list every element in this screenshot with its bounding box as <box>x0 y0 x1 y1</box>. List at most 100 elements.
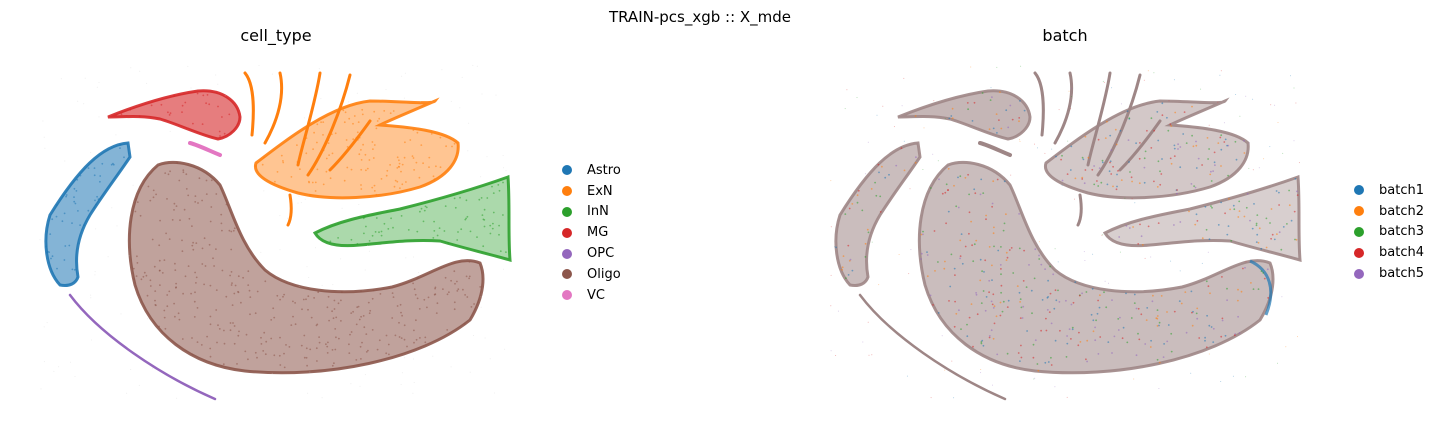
cell-type-point <box>333 308 336 310</box>
batch-point <box>933 100 935 102</box>
batch-point <box>944 191 947 194</box>
batch-cluster-inn <box>1102 174 1302 263</box>
batch-point <box>992 180 995 183</box>
cell-type-point <box>396 167 399 169</box>
batch-point <box>1002 229 1005 232</box>
cell-type-point <box>185 188 188 190</box>
batch-point <box>1278 204 1280 206</box>
batch-point <box>1003 180 1006 183</box>
cell-type-point <box>333 362 335 365</box>
cell-type-point <box>462 288 464 291</box>
batch-point <box>1249 219 1251 222</box>
cell-type-point <box>77 210 79 212</box>
cell-type-point <box>434 287 436 290</box>
cell-type-point <box>309 348 312 351</box>
batch-point <box>937 160 939 162</box>
cell-type-point <box>376 120 379 122</box>
batch-point <box>1157 139 1160 142</box>
batch-point <box>957 176 959 179</box>
batch-point <box>1108 170 1111 173</box>
cell-type-point <box>470 306 473 308</box>
batch-point <box>848 207 851 210</box>
batch-point <box>1140 235 1143 238</box>
cell-type-point <box>346 166 349 169</box>
batch-point <box>1110 149 1113 151</box>
batch-point <box>968 316 971 319</box>
batch-point <box>1049 265 1051 268</box>
legend-dot-mg <box>562 227 572 238</box>
batch-point <box>992 232 995 235</box>
cell-type-point <box>233 227 236 230</box>
cell-type-point <box>389 164 391 166</box>
cell-type-point <box>464 294 466 296</box>
cell-type-point <box>327 341 329 344</box>
cell-type-point <box>502 181 504 184</box>
cell-type-point <box>283 293 285 296</box>
cell-type-point <box>389 112 392 115</box>
cell-type-point <box>142 275 145 278</box>
batch-point <box>926 251 928 254</box>
batch-point <box>1030 289 1033 292</box>
batch-point <box>901 105 903 107</box>
batch-point <box>903 169 906 172</box>
legend-label-inn: InN <box>587 204 609 220</box>
cell-type-point <box>404 72 406 74</box>
cell-type-point <box>70 361 71 363</box>
batch-point <box>1133 378 1135 380</box>
cell-type-point <box>94 274 96 276</box>
batch-point <box>1143 181 1146 184</box>
cell-type-point <box>151 238 154 241</box>
cell-type-point <box>371 186 374 189</box>
batch-point <box>997 249 1000 252</box>
cell-type-point <box>305 137 308 139</box>
cell-type-point <box>327 139 330 142</box>
cell-type-point <box>312 148 314 150</box>
batch-point <box>1200 88 1202 90</box>
cell-type-point <box>294 323 297 326</box>
cell-type-point <box>489 224 492 227</box>
cell-type-point <box>193 300 196 303</box>
cell-type-point <box>215 74 217 76</box>
cell-type-point <box>313 131 315 134</box>
cell-type-point <box>306 266 308 268</box>
batch-point <box>1044 361 1047 364</box>
batch-point <box>1107 341 1110 343</box>
cell-type-point <box>393 185 396 188</box>
batch-point <box>1086 339 1089 342</box>
batch-point <box>1106 183 1109 186</box>
batch-point <box>1265 246 1268 249</box>
cell-type-point <box>139 214 142 217</box>
batch-point <box>990 300 993 303</box>
cell-type-point <box>213 265 216 267</box>
batch-point <box>1036 363 1039 365</box>
cell-type-point <box>306 364 308 367</box>
batch-point <box>1086 360 1088 363</box>
cell-type-point <box>294 302 296 304</box>
batch-point <box>1047 296 1049 298</box>
batch-point <box>1009 104 1012 107</box>
batch-point <box>988 335 991 337</box>
batch-point <box>948 300 950 302</box>
cell-type-point <box>90 152 92 154</box>
cell-type-point <box>232 229 235 232</box>
cell-type-point <box>188 217 191 220</box>
batch-point <box>932 153 934 155</box>
batch-point <box>1207 251 1209 253</box>
cell-type-cluster-mg <box>107 89 242 141</box>
batch-point <box>874 181 876 184</box>
cell-type-point <box>504 348 506 350</box>
cell-type-point <box>254 165 257 167</box>
batch-point <box>900 147 903 149</box>
cell-type-point <box>262 350 265 352</box>
cell-type-point <box>372 148 374 150</box>
batch-point <box>1121 337 1124 340</box>
cell-type-point <box>365 169 367 172</box>
batch-point <box>1032 343 1035 346</box>
cell-type-point <box>444 205 447 208</box>
batch-point <box>1117 329 1120 331</box>
cell-type-point <box>332 317 335 320</box>
batch-exn-streak <box>1096 73 1142 177</box>
batch-point <box>1068 90 1070 92</box>
batch-point <box>834 246 836 248</box>
cell-type-point <box>360 149 362 151</box>
